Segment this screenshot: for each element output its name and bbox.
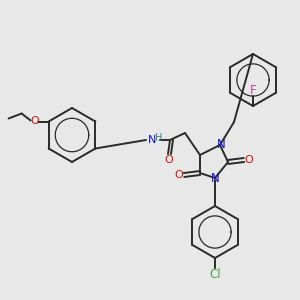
Text: Cl: Cl [209, 268, 221, 281]
Text: O: O [244, 155, 253, 165]
Text: O: O [165, 155, 173, 165]
Text: O: O [30, 116, 39, 127]
Text: N: N [211, 172, 219, 185]
Text: H: H [155, 133, 162, 143]
Text: F: F [250, 85, 256, 98]
Text: O: O [175, 170, 183, 180]
Text: N: N [217, 137, 225, 151]
Text: N: N [148, 135, 156, 145]
